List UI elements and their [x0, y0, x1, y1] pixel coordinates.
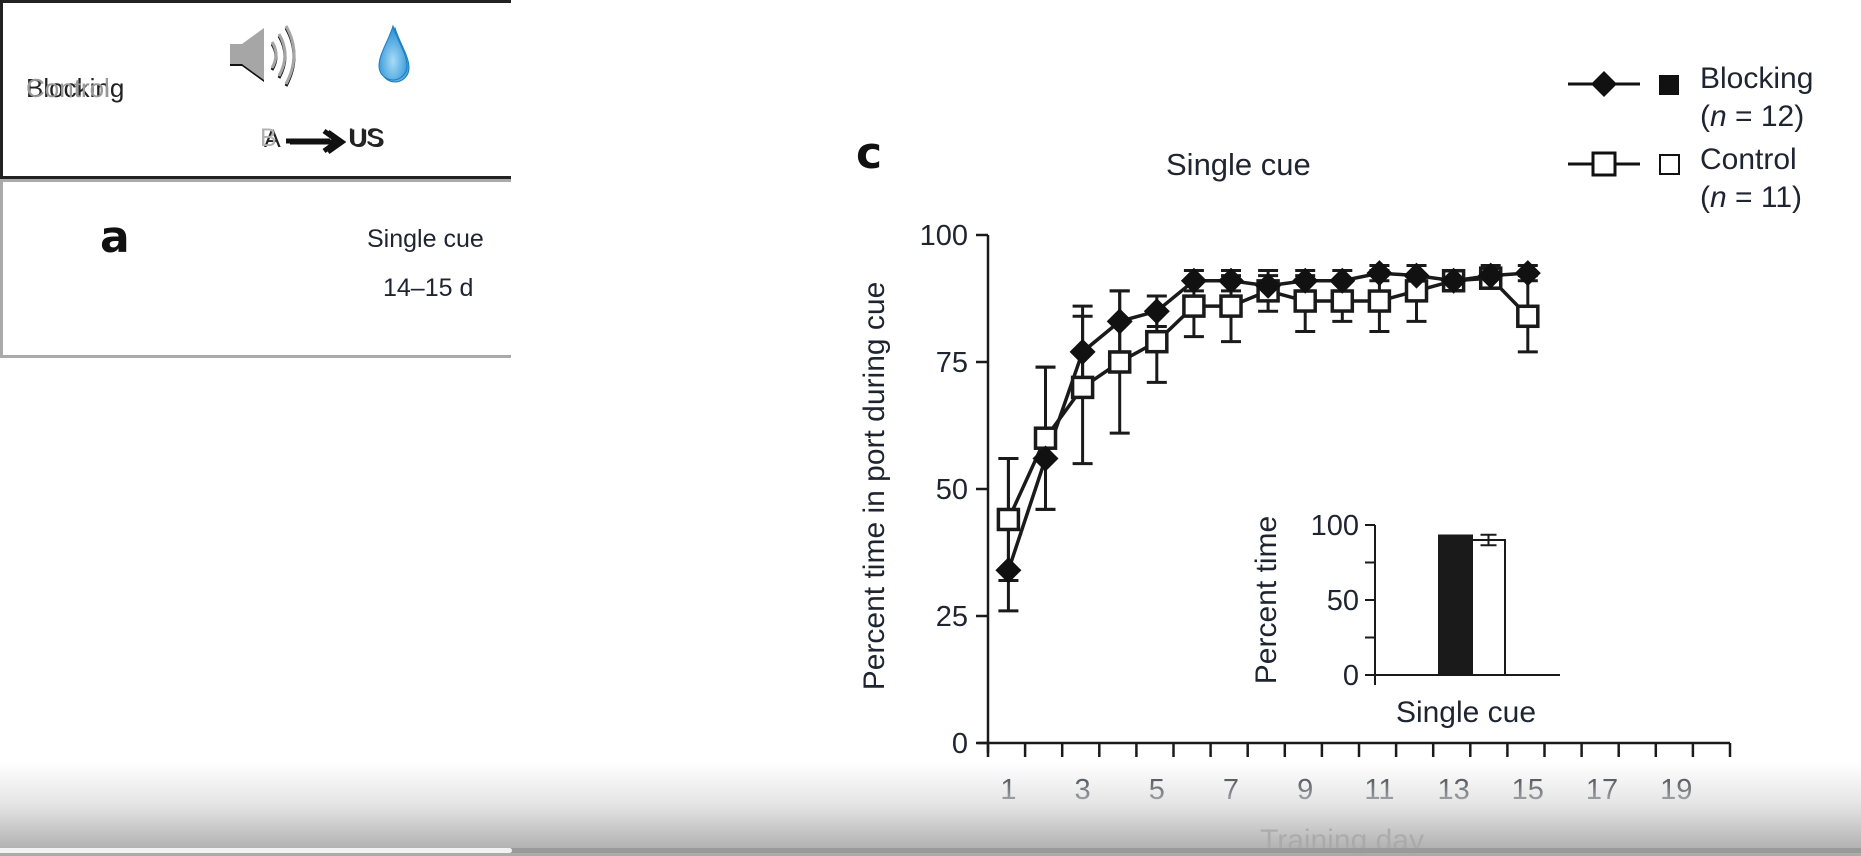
data-point-control	[1367, 289, 1392, 313]
data-point-control	[1293, 289, 1317, 313]
data-point-blocking	[1069, 338, 1096, 365]
legend-n-prefix: (	[1700, 181, 1710, 214]
data-point-blocking	[1106, 308, 1133, 335]
long-right-arrow-icon	[286, 128, 342, 154]
data-point-blocking	[1218, 267, 1245, 294]
legend-label-blocking: Blocking	[1700, 62, 1814, 95]
data-point-control	[1033, 426, 1058, 450]
data-point-control	[1330, 289, 1355, 313]
data-point-blocking	[1180, 267, 1207, 294]
data-point-blocking	[1440, 267, 1467, 294]
data-point-control	[1070, 375, 1095, 400]
y-tick-label: 75	[936, 347, 968, 379]
inset-y-tick-label: 100	[1311, 510, 1359, 542]
data-point-blocking	[1366, 260, 1393, 287]
data-point-blocking	[1514, 260, 1541, 287]
legend: Blocking (n = 12) Control (n = 11)	[1566, 58, 1861, 228]
panel-a-duration: 14–15 d	[383, 274, 474, 302]
y-tick-label: 50	[936, 474, 968, 506]
y-axis-label: Percent time in port during cue	[858, 282, 891, 691]
panel-a-header: Single cue	[367, 225, 484, 253]
data-point-control	[1182, 294, 1206, 318]
data-point-control	[1107, 350, 1132, 374]
data-point-blocking	[1329, 267, 1356, 294]
speaker-icon	[230, 25, 296, 85]
inset-y-tick-label: 50	[1327, 585, 1359, 617]
legend-n-var: n	[1710, 100, 1727, 133]
panel-c-letter: c	[856, 128, 883, 179]
legend-n-suffix: = 12)	[1726, 100, 1805, 133]
data-point-control	[996, 507, 1021, 532]
panel-a-letter: a	[100, 212, 130, 263]
blocking-outcome: US	[350, 125, 385, 153]
control-condition-box: Control B US	[0, 24, 511, 358]
legend-n-prefix: (	[1700, 100, 1710, 133]
data-point-blocking	[1143, 298, 1170, 325]
legend-open-square-icon	[1659, 154, 1680, 175]
inset-y-tick-label: 0	[1343, 660, 1359, 692]
data-point-blocking	[1032, 445, 1059, 472]
blocking-label: Blocking	[26, 73, 125, 103]
legend-line-diamond-icon	[1568, 71, 1640, 97]
legend-n-var: n	[1710, 181, 1727, 214]
legend-line-square-icon	[1568, 151, 1640, 177]
inset-x-axis-label: Single cue	[1396, 696, 1536, 729]
data-point-blocking	[1403, 262, 1430, 289]
blocking-cue-letter: A	[264, 125, 281, 153]
legend-n-blocking: (n = 12)	[1700, 100, 1804, 134]
control-label: Control	[26, 73, 110, 103]
data-point-blocking	[1292, 267, 1319, 294]
video-progress-played	[0, 848, 512, 853]
legend-filled-square-icon	[1659, 75, 1679, 95]
data-point-control	[1219, 294, 1243, 318]
video-progress-bar[interactable]	[0, 848, 1861, 853]
markers-blocking	[995, 260, 1541, 584]
data-point-control	[1145, 329, 1169, 354]
water-drop-icon	[378, 24, 408, 81]
y-tick-label: 25	[936, 601, 968, 633]
data-point-blocking	[1477, 262, 1504, 289]
inset-bar-control	[1471, 539, 1506, 676]
chart-title: Single cue	[1166, 147, 1311, 182]
control-outcome: US	[348, 124, 383, 152]
legend-label-control: Control	[1700, 143, 1797, 176]
data-point-blocking	[1255, 272, 1282, 299]
inset-bar-blocking	[1438, 534, 1473, 676]
data-point-blocking	[995, 557, 1022, 584]
markers-control	[996, 266, 1540, 532]
legend-n-control: (n = 11)	[1700, 181, 1802, 215]
legend-n-suffix: = 11)	[1726, 181, 1803, 214]
y-tick-label: 100	[920, 220, 968, 252]
video-controls-gradient	[0, 762, 1861, 856]
inset-y-axis-label: Percent time	[1250, 516, 1283, 684]
data-point-control	[1516, 304, 1540, 329]
control-cue-letter: B	[260, 124, 277, 152]
y-tick-label: 0	[952, 728, 968, 760]
